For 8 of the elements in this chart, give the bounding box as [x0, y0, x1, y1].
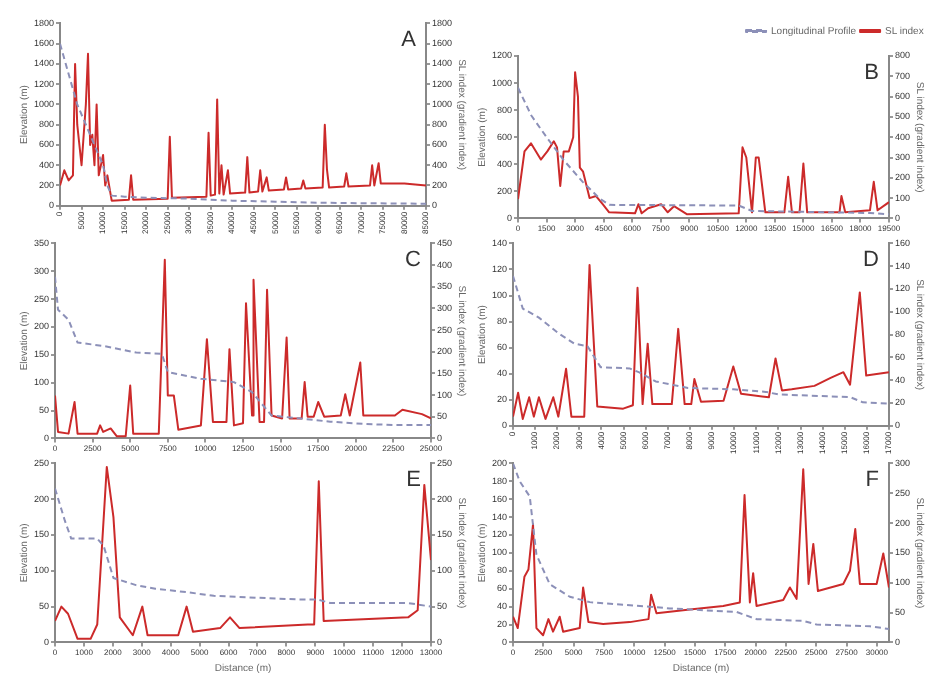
annotation: D: [863, 248, 880, 273]
annotation: B: [864, 61, 879, 86]
line-series: [55, 487, 431, 608]
annotation: C: [405, 248, 422, 273]
annotation: E: [406, 468, 421, 493]
line-series: [513, 274, 889, 405]
annotation: A: [401, 28, 418, 53]
annotation: F: [865, 468, 880, 493]
